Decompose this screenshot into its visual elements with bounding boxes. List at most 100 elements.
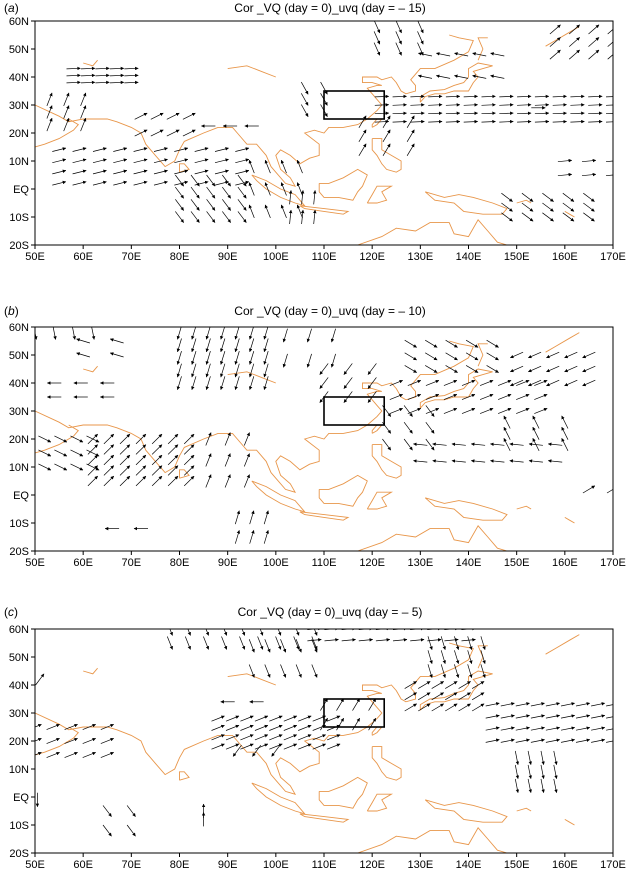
wind-arrow bbox=[248, 182, 255, 196]
x-tick-label: 140E bbox=[456, 859, 482, 871]
y-tick-label: 20N bbox=[9, 128, 29, 140]
wind-arrow bbox=[248, 639, 255, 653]
wind-arrow bbox=[517, 103, 532, 107]
wind-arrow bbox=[425, 379, 440, 386]
wind-arrow bbox=[52, 147, 67, 152]
wind-arrow bbox=[248, 350, 255, 365]
wind-arrow bbox=[392, 94, 407, 99]
wind-arrow bbox=[35, 673, 45, 686]
wind-arrow bbox=[64, 751, 78, 758]
wind-arrow bbox=[605, 160, 613, 163]
wind-arrow bbox=[403, 438, 413, 451]
wind-arrow bbox=[82, 723, 96, 730]
coastline bbox=[35, 26, 580, 245]
y-tick-label: 10N bbox=[9, 764, 29, 776]
wind-arrow bbox=[517, 119, 532, 124]
wind-arrow bbox=[109, 80, 125, 85]
wind-arrow bbox=[358, 143, 367, 156]
wind-arrow bbox=[392, 119, 407, 124]
wind-arrow bbox=[562, 192, 575, 202]
wind-arrow bbox=[445, 103, 461, 107]
wind-arrow bbox=[240, 743, 254, 750]
wind-arrow bbox=[214, 147, 229, 152]
panel-a-map: 50E 60E 70E 80E 90E 100E 110E 120E 130E 140E 150E 1… bbox=[9, 16, 626, 263]
wind-arrow bbox=[606, 740, 613, 743]
wind-arrow bbox=[486, 352, 499, 361]
wind-arrow bbox=[425, 407, 440, 414]
wind-arrow bbox=[540, 750, 545, 765]
wind-arrow bbox=[306, 353, 312, 368]
wind-arrow bbox=[497, 407, 512, 414]
wind-arrow bbox=[52, 169, 67, 175]
wind-arrow bbox=[46, 737, 60, 744]
x-tick-label: 70E bbox=[122, 859, 142, 871]
wind-arrow bbox=[269, 734, 283, 741]
x-tick-label: 170E bbox=[600, 251, 626, 263]
wind-arrow bbox=[211, 724, 225, 731]
wind-arrow bbox=[225, 743, 240, 750]
x-tick-label: 170E bbox=[600, 859, 626, 871]
wind-arrow bbox=[454, 664, 460, 678]
wind-arrow bbox=[190, 199, 200, 211]
panel-b-title: Cor _VQ (day = 0)_uvq (day = – 10) bbox=[234, 304, 425, 318]
wind-arrow bbox=[530, 726, 545, 731]
wind-arrow bbox=[517, 94, 532, 99]
wind-arrow bbox=[167, 475, 179, 487]
wind-arrow bbox=[588, 24, 600, 35]
wind-arrow bbox=[444, 638, 459, 642]
wind-arrow bbox=[72, 158, 87, 164]
wind-arrow bbox=[283, 724, 298, 731]
wind-arrow bbox=[183, 433, 195, 445]
x-tick-label: 110E bbox=[312, 557, 337, 569]
wind-arrow bbox=[271, 744, 281, 757]
wind-arrow bbox=[528, 459, 543, 463]
wind-arrow bbox=[113, 180, 128, 186]
wind-arrow bbox=[183, 454, 195, 466]
wind-arrow bbox=[254, 743, 269, 750]
wind-arrow bbox=[151, 454, 163, 466]
wind-arrow bbox=[263, 363, 269, 378]
wind-arrow bbox=[206, 186, 216, 199]
wind-arrow bbox=[542, 202, 554, 212]
wind-arrow bbox=[220, 327, 225, 340]
wind-arrow bbox=[184, 636, 191, 650]
wind-arrow bbox=[547, 442, 563, 446]
wind-arrow bbox=[436, 74, 451, 79]
wind-arrow bbox=[570, 119, 585, 124]
wind-arrow bbox=[341, 638, 356, 642]
wind-arrow bbox=[606, 488, 613, 494]
wind-arrow bbox=[561, 415, 569, 429]
wind-arrow bbox=[509, 442, 524, 446]
wind-arrow bbox=[534, 111, 550, 115]
wind-arrow bbox=[175, 199, 184, 211]
wind-arrow bbox=[471, 692, 485, 701]
wind-arrow bbox=[63, 105, 70, 119]
wind-arrow bbox=[425, 405, 435, 417]
wind-arrow bbox=[66, 73, 81, 78]
wind-arrow bbox=[407, 379, 422, 386]
wind-arrow bbox=[150, 112, 164, 120]
panel-b-label: (b) bbox=[4, 304, 19, 318]
y-tick-label: 60N bbox=[9, 16, 29, 28]
wind-arrow bbox=[417, 21, 424, 34]
wind-arrow bbox=[133, 180, 148, 186]
wind-arrow bbox=[445, 339, 458, 348]
wind-arrow bbox=[465, 352, 479, 361]
wind-arrow bbox=[183, 465, 195, 476]
wind-arrow bbox=[530, 714, 545, 719]
wind-arrow bbox=[80, 117, 87, 132]
wind-arrow bbox=[150, 129, 164, 137]
wind-arrow bbox=[298, 724, 312, 731]
wind-arrow bbox=[607, 54, 613, 60]
x-tick-label: 50E bbox=[25, 859, 45, 871]
wind-arrow bbox=[403, 405, 413, 417]
wind-arrow bbox=[486, 339, 499, 348]
wind-vectors bbox=[46, 21, 613, 225]
wind-arrow bbox=[581, 158, 597, 163]
wind-arrow bbox=[182, 112, 196, 120]
wind-arrow bbox=[46, 92, 53, 107]
wind-arrow bbox=[545, 738, 560, 743]
wind-arrow bbox=[243, 453, 250, 467]
wind-arrow bbox=[549, 37, 561, 47]
wind-arrow bbox=[607, 41, 613, 47]
